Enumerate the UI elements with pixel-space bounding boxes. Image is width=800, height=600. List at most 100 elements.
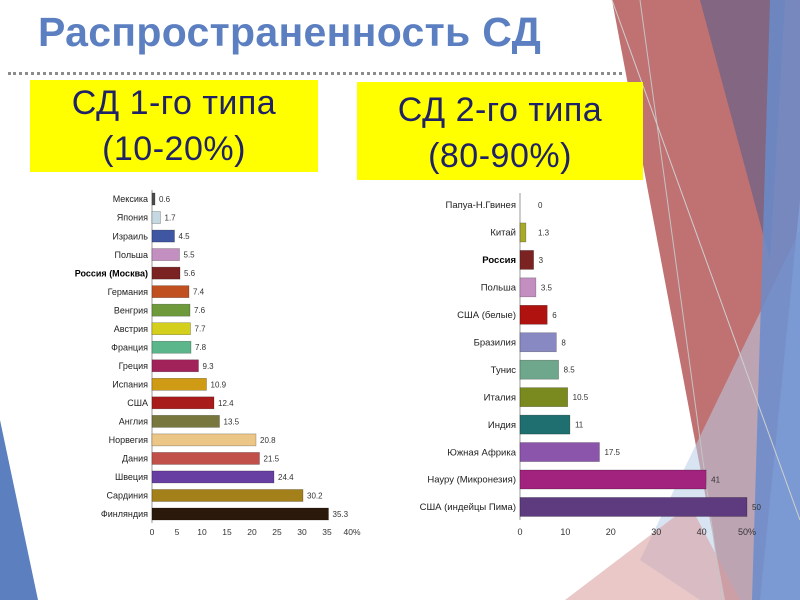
type1-tick-label: 20 xyxy=(247,527,257,537)
type1-bar xyxy=(151,359,199,373)
type1-tick-label: 5 xyxy=(175,527,180,537)
type1-bar xyxy=(151,470,275,484)
type2-bar xyxy=(519,277,537,298)
type1-bar xyxy=(151,285,190,298)
type1-bar xyxy=(151,248,180,261)
type1-value-label: 30.2 xyxy=(307,491,323,500)
type1-value-label: 24.4 xyxy=(278,473,294,482)
type2-bar xyxy=(519,222,527,243)
type1-bar xyxy=(151,507,329,521)
type2-tick-label: 30 xyxy=(651,527,661,537)
type2-value-label: 41 xyxy=(711,476,720,485)
type2-bar xyxy=(519,250,534,270)
type1-bar xyxy=(151,211,161,224)
type1-value-label: 0.6 xyxy=(159,195,171,204)
decor-slate-triangle xyxy=(700,0,785,260)
slide-title: Распространенность СД xyxy=(38,9,542,55)
type1-bar xyxy=(151,452,260,465)
type1-value-label: 13.5 xyxy=(224,417,240,426)
type1-category-label: Дания xyxy=(122,454,148,464)
type1-bar xyxy=(151,489,304,502)
type1-value-label: 21.5 xyxy=(264,454,280,463)
type1-tick-label: 15 xyxy=(222,527,232,537)
type1-category-label: Англия xyxy=(119,417,148,427)
type1-category-label: Норвегия xyxy=(109,435,149,445)
type2-value-label: 0 xyxy=(538,201,543,210)
type2-category-label: Китай xyxy=(490,228,516,239)
type2-value-label: 6 xyxy=(552,311,557,320)
type2-category-label: Бразилия xyxy=(474,337,516,348)
type1-bar xyxy=(151,266,181,280)
type1-value-label: 35.3 xyxy=(333,510,349,519)
type1-tick-label: 10 xyxy=(197,527,207,537)
type2-bar xyxy=(519,359,559,380)
type2-category-label: Италия xyxy=(484,392,516,403)
type2-value-label: 8.5 xyxy=(564,366,576,375)
type1-bar xyxy=(151,303,191,317)
type2-value-label: 3 xyxy=(539,256,544,265)
type1-tick-label: 30 xyxy=(297,527,307,537)
type2-bar xyxy=(519,304,548,325)
type1-tick-label: 25 xyxy=(272,527,282,537)
type1-category-label: Австрия xyxy=(114,324,148,334)
decor-blue-corner-triangle xyxy=(0,420,38,600)
type1-category-label: Венгрия xyxy=(114,305,148,315)
type1-category-label: Сардиния xyxy=(106,491,148,501)
type1-value-label: 4.5 xyxy=(179,232,191,241)
type1-category-label: Россия (Москва) xyxy=(75,268,148,278)
type2-tick-label: 20 xyxy=(606,527,616,537)
type1-value-label: 5.5 xyxy=(184,251,196,260)
type2-tick-label: 40 xyxy=(697,527,707,537)
type2-category-label: США (белые) xyxy=(457,310,516,321)
type1-category-label: Япония xyxy=(117,213,148,223)
type1-category-label: Швеция xyxy=(115,472,148,482)
type1-tick-label: 40% xyxy=(343,527,360,537)
type1-bar xyxy=(151,433,257,447)
type2-bar xyxy=(519,469,707,490)
type2-tick-label: 0 xyxy=(517,527,522,537)
type1-bar xyxy=(151,229,175,243)
type2-bar xyxy=(519,332,557,353)
type1-value-label: 7.8 xyxy=(195,343,207,352)
type2-category-label: Папуа-Н.Гвинея xyxy=(446,200,517,211)
type1-value-label: 1.7 xyxy=(165,214,177,223)
type2-value-label: 8 xyxy=(561,338,566,347)
type1-category-label: Финляндия xyxy=(101,509,148,519)
type1-category-label: Мексика xyxy=(113,194,148,204)
type2-tick-label: 10 xyxy=(560,527,570,537)
type1-value-label: 20.8 xyxy=(260,436,276,445)
type2-category-label: Польша xyxy=(481,283,517,294)
type2-bar xyxy=(519,414,571,435)
type2-value-label: 17.5 xyxy=(604,448,620,457)
type2-category-label: Тунис xyxy=(491,365,517,376)
type2-tick-label: 50% xyxy=(738,527,756,537)
type1-bar xyxy=(151,322,191,336)
type2-category-label: Науру (Микронезия) xyxy=(427,475,516,486)
type2-value-label: 1.3 xyxy=(538,228,550,237)
type2-category-label: Россия xyxy=(482,255,516,266)
type1-value-label: 7.6 xyxy=(194,306,206,315)
type1-value-label: 7.4 xyxy=(193,288,205,297)
type2-value-label: 50 xyxy=(752,503,761,512)
type1-value-label: 9.3 xyxy=(203,362,215,371)
type2-value-label: 10.5 xyxy=(573,393,589,402)
type1-bar xyxy=(151,415,220,428)
type2-box: СД 2-го типа (80-90%) xyxy=(357,82,643,180)
type1-bar xyxy=(151,377,207,391)
type1-category-label: Греция xyxy=(119,361,149,371)
type2-bar xyxy=(519,387,568,407)
type1-box: СД 1-го типа (10-20%) xyxy=(30,80,318,172)
type2-box-name: СД 2-го типа xyxy=(397,91,603,129)
type1-value-label: 5.6 xyxy=(184,269,196,278)
type1-value-label: 12.4 xyxy=(218,399,234,408)
type2-value-label: 11 xyxy=(575,421,584,430)
type1-bar xyxy=(151,192,156,206)
type1-category-label: Германия xyxy=(108,287,148,297)
type2-bar xyxy=(519,442,600,462)
decor-line xyxy=(611,0,800,521)
type1-category-label: Франция xyxy=(111,342,148,352)
type1-value-label: 10.9 xyxy=(211,380,227,389)
